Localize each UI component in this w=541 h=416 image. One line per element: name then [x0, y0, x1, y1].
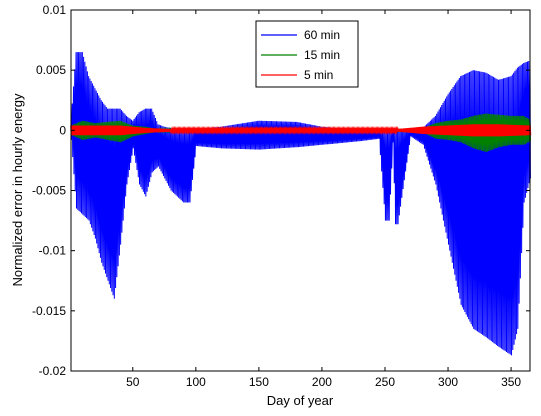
y-axis-title: Normalized error in hourly energy [10, 93, 25, 286]
x-axis-title: Day of year [267, 393, 334, 408]
x-axis: 50 100 150 200 250 300 350 [126, 10, 521, 389]
series-line-5-min [70, 124, 532, 137]
y-tick-label: -0.015 [32, 304, 66, 318]
x-tick-label: 200 [312, 375, 332, 389]
legend-label-60-min: 60 min [304, 28, 340, 42]
y-tick-label: 0 [59, 123, 66, 137]
y-axis: -0.02 -0.015 -0.01 -0.005 0 0.005 0.01 [32, 3, 530, 378]
x-tick-label: 150 [249, 375, 269, 389]
legend-box [255, 20, 359, 88]
x-tick-label: 100 [186, 375, 206, 389]
series-layer [70, 52, 532, 356]
y-tick-label: -0.005 [32, 184, 66, 198]
x-tick-label: 250 [375, 375, 395, 389]
legend-label-15-min: 15 min [304, 48, 340, 62]
x-tick-label: 50 [126, 375, 140, 389]
x-tick-label: 300 [438, 375, 458, 389]
y-tick-label: -0.02 [39, 364, 67, 378]
legend: 60 min 15 min 5 min [255, 20, 359, 88]
legend-label-5-min: 5 min [304, 68, 333, 82]
y-tick-label: 0.005 [36, 63, 66, 77]
y-tick-label: -0.01 [39, 244, 67, 258]
x-tick-label: 350 [501, 375, 521, 389]
y-tick-label: 0.01 [43, 3, 67, 17]
series-line-60-min [70, 52, 531, 356]
